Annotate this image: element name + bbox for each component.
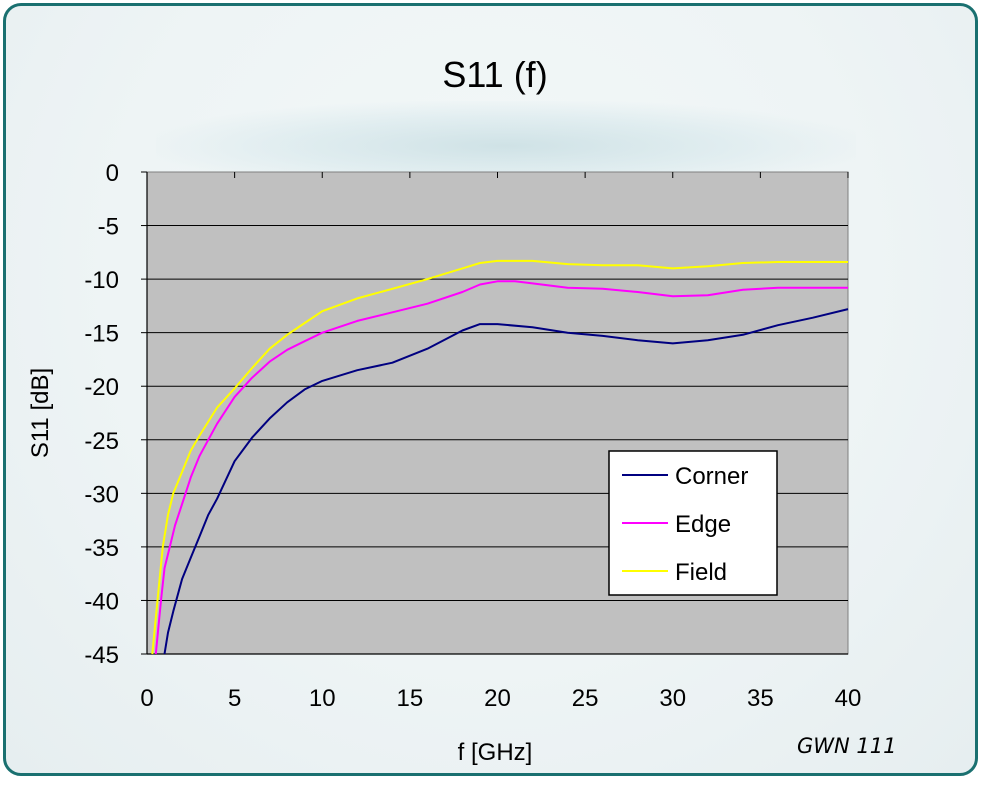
y-tick-label: -35 <box>84 535 119 562</box>
chart-title: S11 (f) <box>442 54 547 95</box>
x-tick-labels: 0 5 10 15 20 25 30 35 40 <box>140 685 861 712</box>
x-tick-label: 15 <box>397 685 424 712</box>
axis-ticks <box>141 171 849 655</box>
series-lines <box>151 259 849 655</box>
series-line-corner <box>163 308 849 655</box>
x-tick-label: 5 <box>228 685 241 712</box>
series-line-field <box>151 259 848 655</box>
y-tick-label: -30 <box>84 481 119 508</box>
x-tick-label: 40 <box>835 685 862 712</box>
y-tick-label: -45 <box>84 642 119 669</box>
y-axis-label: S11 [dB] <box>27 368 54 458</box>
legend: Corner Edge Field <box>608 450 778 596</box>
x-tick-label: 20 <box>484 685 511 712</box>
x-tick-label: 10 <box>309 685 336 712</box>
x-tick-label: 30 <box>659 685 686 712</box>
y-tick-label: -15 <box>84 321 119 348</box>
y-tick-label: -10 <box>84 267 119 294</box>
y-tick-label: -25 <box>84 428 119 455</box>
chart-annotation: GWN 111 <box>797 734 897 758</box>
x-tick-label: 0 <box>140 685 153 712</box>
x-axis-label: f [GHz] <box>458 739 533 766</box>
y-tick-label: -20 <box>84 374 119 401</box>
y-tick-label: -5 <box>98 214 119 241</box>
series-line-edge <box>154 280 848 655</box>
x-tick-label: 35 <box>747 685 774 712</box>
legend-label-field: Field <box>675 559 727 586</box>
legend-label-corner: Corner <box>675 463 748 490</box>
y-tick-label: 0 <box>106 160 119 187</box>
y-tick-label: -40 <box>84 588 119 615</box>
legend-label-edge: Edge <box>675 511 731 538</box>
y-tick-labels: 0 -5 -10 -15 -20 -25 -30 -35 -40 -45 <box>84 160 119 669</box>
x-tick-label: 25 <box>572 685 599 712</box>
